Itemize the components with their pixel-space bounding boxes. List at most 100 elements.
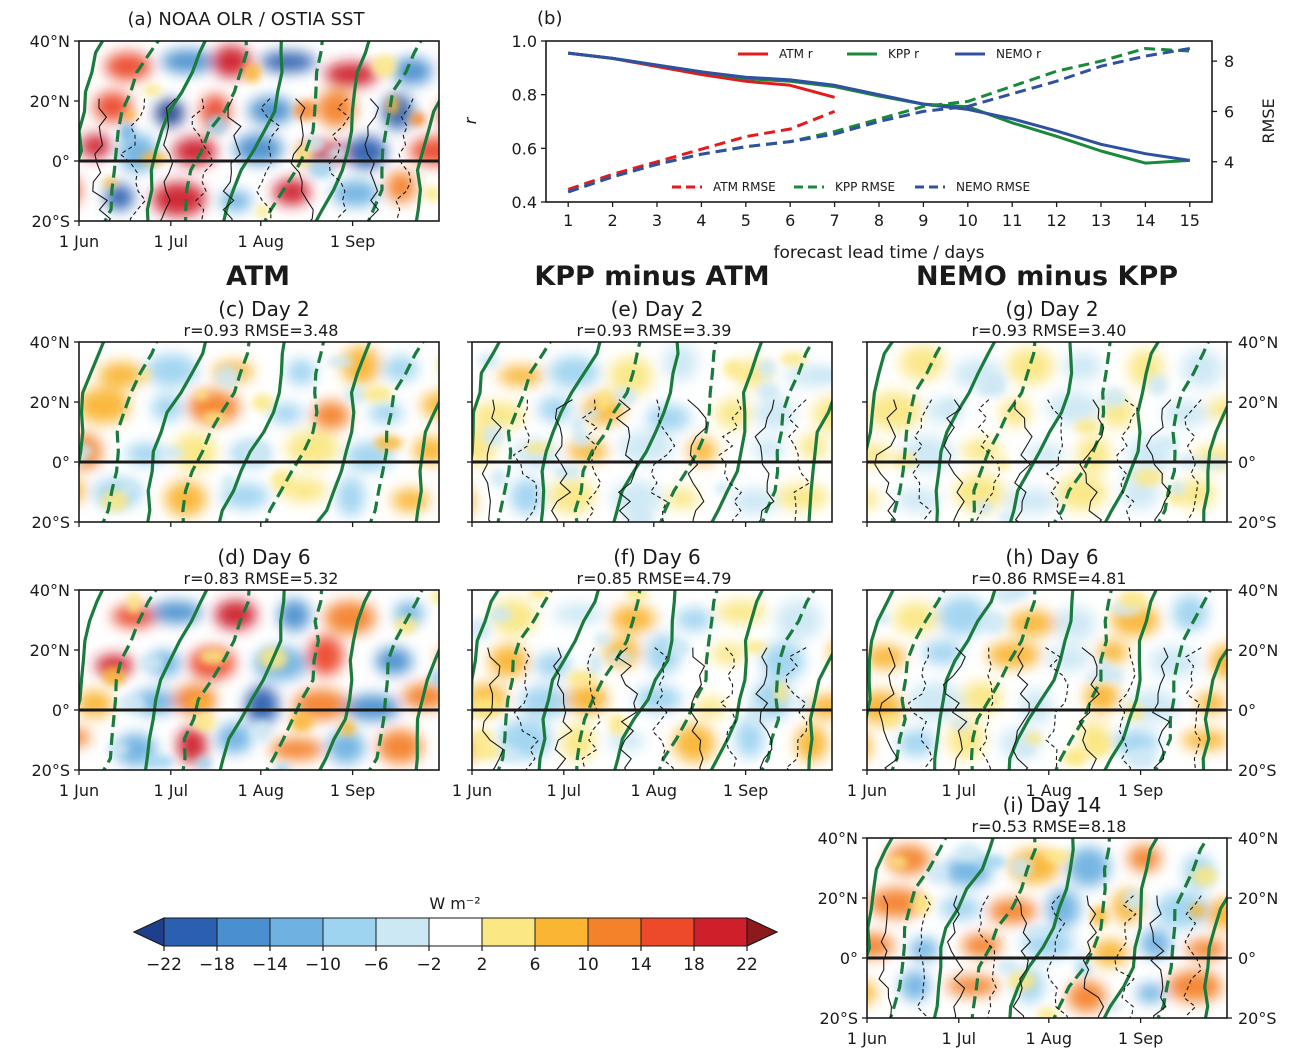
panel-f-shading bbox=[472, 598, 832, 763]
time-tick-label: 1 Aug bbox=[631, 781, 678, 800]
panel-e: (e) Day 2r=0.93 RMSE=3.39 bbox=[467, 297, 833, 527]
legend-entry: ATM r bbox=[738, 47, 813, 61]
time-tick-label: 1 Jul bbox=[547, 781, 582, 800]
chart-b-series bbox=[567, 47, 1191, 194]
panel-frame bbox=[78, 341, 440, 523]
time-tick-label: 1 Jun bbox=[452, 781, 492, 800]
lat-tick-label: 40°N bbox=[30, 333, 70, 352]
time-tick-label: 1 Jun bbox=[847, 781, 887, 800]
legend-entry: KPP r bbox=[847, 47, 919, 61]
time-tick-label: 1 Sep bbox=[1118, 1029, 1163, 1048]
panel-i: 40°N 40°N20°N 20°N0° 0°20°S 20°S1 Jun 1 Jul 1 … bbox=[818, 793, 1279, 1048]
legend-label: KPP RMSE bbox=[835, 180, 895, 194]
x-tick-label: 5 bbox=[741, 211, 751, 230]
colorbar-tick-label: 22 bbox=[736, 955, 758, 975]
lat-tick-label: 40°N bbox=[30, 32, 70, 51]
panel-frame bbox=[866, 341, 1228, 523]
panel-stats: r=0.85 RMSE=4.79 bbox=[577, 569, 732, 588]
panel-g-sst-contours bbox=[867, 342, 1227, 522]
y-right-tick-label: 6 bbox=[1224, 102, 1234, 121]
x-tick-label: 3 bbox=[652, 211, 662, 230]
lat-tick-label: 20°S bbox=[31, 761, 70, 780]
legend-label: NEMO RMSE bbox=[956, 180, 1030, 194]
colorbar-swatch bbox=[693, 917, 748, 947]
chart-b-ylabel-right: RMSE bbox=[1259, 98, 1278, 143]
hovmoller-panels: 40°N20°N0°20°S1 Jun 1 Jul 1 Aug 1 Sep(a) NO… bbox=[30, 9, 1279, 1048]
colorbar-tick-label: −18 bbox=[199, 955, 235, 975]
colorbar-ticks: −22 −18 −14 −10 −6 −2 2 6 10 14 18 22 bbox=[146, 946, 758, 975]
panel-a-olr-contours bbox=[92, 98, 414, 221]
panel-c: 40°N 20°N 0° 20°S (c) Day 2r=0.93 RMSE=3.48 bbox=[30, 297, 440, 532]
lat-tick-label: 20°N bbox=[30, 393, 70, 412]
panel-title: (f) Day 6 bbox=[613, 545, 701, 569]
time-tick-label: 1 Aug bbox=[238, 781, 285, 800]
panel-frame bbox=[471, 341, 833, 523]
colorbar-swatch bbox=[481, 917, 536, 947]
chart-b-ylabel: r bbox=[461, 116, 480, 124]
line-chart-b: (b) 1 2 3 4 5 6 7 8 9 10 11 12 13 14 150.40.60.81.0468… bbox=[461, 8, 1278, 263]
time-tick-label: 1 Sep bbox=[330, 781, 375, 800]
panel-f-sst-contours bbox=[472, 590, 832, 770]
legend-label: ATM r bbox=[779, 47, 813, 61]
time-tick-label: 1 Jul bbox=[154, 781, 189, 800]
panel-title: (g) Day 2 bbox=[1005, 297, 1098, 321]
y-right-tick-label: 4 bbox=[1224, 153, 1234, 172]
lat-tick-label: 20°S bbox=[31, 212, 70, 231]
lat-tick-label: 0° bbox=[52, 152, 70, 171]
time-tick-label: 1 Aug bbox=[1026, 1029, 1073, 1048]
colorbar-tick-label: 10 bbox=[577, 955, 599, 975]
panel-stats: r=0.86 RMSE=4.81 bbox=[972, 569, 1127, 588]
panel-f: 1 Jun 1 Jul 1 Aug 1 Sep (f) Day 6r=0.85 RMSE… bbox=[452, 545, 833, 800]
y-tick-label: 0.8 bbox=[512, 86, 537, 105]
colorbar-swatch bbox=[269, 917, 324, 947]
lat-tick-label: 20°N bbox=[30, 92, 70, 111]
panel-d: 40°N 20°N 0° 20°S1 Jun 1 Jul 1 Aug 1 Sep (d) Da… bbox=[30, 545, 440, 800]
y-right-tick-label: 8 bbox=[1224, 52, 1234, 71]
lat-tick-label: 40°N bbox=[30, 581, 70, 600]
lat-tick-label: 0° bbox=[52, 453, 70, 472]
lat-tick-label: 20°S bbox=[1238, 1009, 1277, 1028]
colorbar-tick-label: 2 bbox=[477, 955, 488, 975]
lat-tick-label: 20°S bbox=[1238, 761, 1277, 780]
chart-b-legend: ATM r KPP r NEMO r ATM RMSE KPP RMSE NEMO RMS… bbox=[672, 47, 1041, 194]
panel-stats: r=0.53 RMSE=8.18 bbox=[972, 817, 1127, 836]
time-tick-label: 1 Jun bbox=[59, 232, 99, 251]
panel-stats: r=0.93 RMSE=3.48 bbox=[184, 321, 339, 340]
series-kpp-rmse bbox=[567, 47, 1190, 194]
colorbar-tick-label: 6 bbox=[530, 955, 541, 975]
lat-tick-label: 0° bbox=[1238, 701, 1256, 720]
colorbar-swatch bbox=[322, 917, 377, 947]
panel-g-olr-contours bbox=[874, 399, 1202, 522]
panel-frame bbox=[471, 589, 833, 771]
x-tick-label: 7 bbox=[830, 211, 840, 230]
panel-frame bbox=[866, 589, 1228, 771]
x-tick-label: 8 bbox=[874, 211, 884, 230]
colorbar-tick-label: 14 bbox=[630, 955, 652, 975]
y-tick-label: 0.4 bbox=[512, 193, 537, 212]
colorbar-tick-label: 18 bbox=[683, 955, 705, 975]
column-header-kpp-minus-atm: KPP minus ATM bbox=[534, 261, 769, 292]
column-header-atm: ATM bbox=[226, 261, 290, 292]
chart-b-xlabel: forecast lead time / days bbox=[773, 243, 984, 263]
legend-label: NEMO r bbox=[996, 47, 1041, 61]
panel-stats: r=0.93 RMSE=3.39 bbox=[577, 321, 732, 340]
x-tick-label: 1 bbox=[563, 211, 573, 230]
panel-frame bbox=[866, 837, 1228, 1019]
colorbar-swatch bbox=[428, 917, 483, 947]
x-tick-label: 12 bbox=[1046, 211, 1066, 230]
colorbar-swatch bbox=[375, 917, 430, 947]
x-tick-label: 10 bbox=[958, 211, 978, 230]
panel-frame bbox=[78, 40, 440, 222]
series-nemo-r bbox=[568, 51, 1191, 162]
panel-title: (c) Day 2 bbox=[218, 297, 310, 321]
time-tick-label: 1 Aug bbox=[238, 232, 285, 251]
panel-h-olr-contours bbox=[878, 647, 1202, 770]
colorbar: W m⁻² −22 −18 −14 −10 −6 −2 2 6 10 14 18 22 bbox=[132, 894, 779, 975]
colorbar-swatch bbox=[534, 917, 589, 947]
lat-tick-label: 0° bbox=[1238, 949, 1256, 968]
x-tick-label: 15 bbox=[1180, 211, 1200, 230]
x-tick-label: 2 bbox=[608, 211, 618, 230]
panel-h: 40°N 20°N 0° 20°S 1 Jun 1 Jul 1 Aug 1 Sep (h) Da… bbox=[847, 545, 1278, 800]
